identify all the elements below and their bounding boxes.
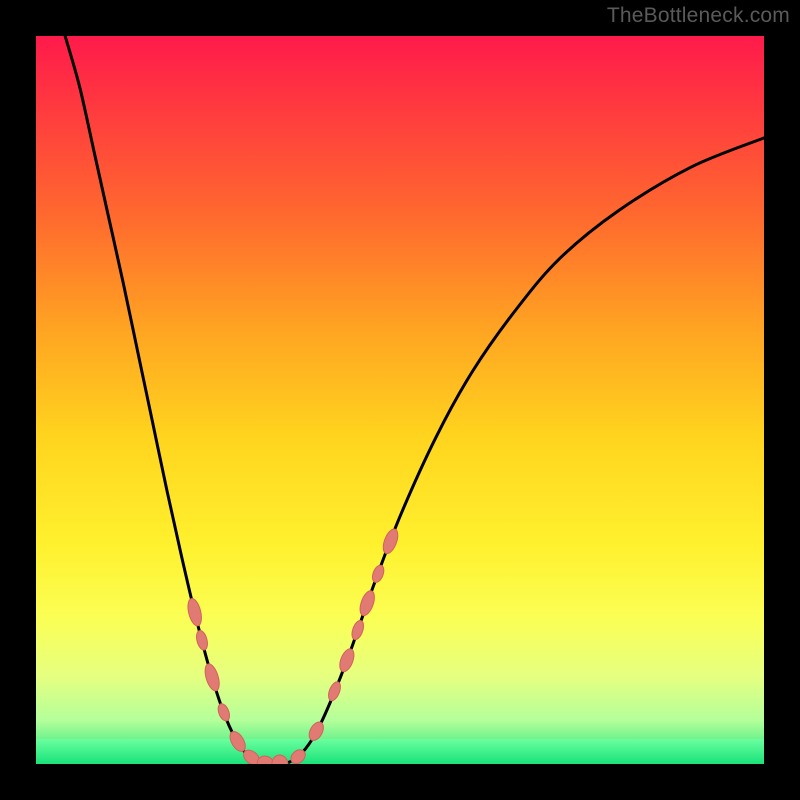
curve-marker	[370, 564, 386, 584]
plot-area	[36, 36, 764, 764]
curve-marker	[186, 597, 204, 627]
curve-marker	[202, 662, 222, 692]
curve-marker	[227, 729, 249, 754]
curve-marker	[380, 527, 400, 556]
watermark-label: TheBottleneck.com	[607, 4, 790, 28]
curve-marker	[216, 702, 232, 722]
curve-marker	[357, 589, 377, 618]
curve-marker	[350, 619, 366, 641]
curve-marker	[337, 647, 357, 674]
curve-marker	[195, 629, 210, 651]
curve-layer	[36, 36, 764, 764]
bottleneck-curve	[65, 36, 764, 764]
curve-marker	[306, 720, 326, 743]
curve-marker	[326, 680, 343, 702]
marker-group	[186, 527, 401, 764]
chart-root: TheBottleneck.com	[0, 0, 800, 800]
curve-marker	[271, 754, 289, 764]
